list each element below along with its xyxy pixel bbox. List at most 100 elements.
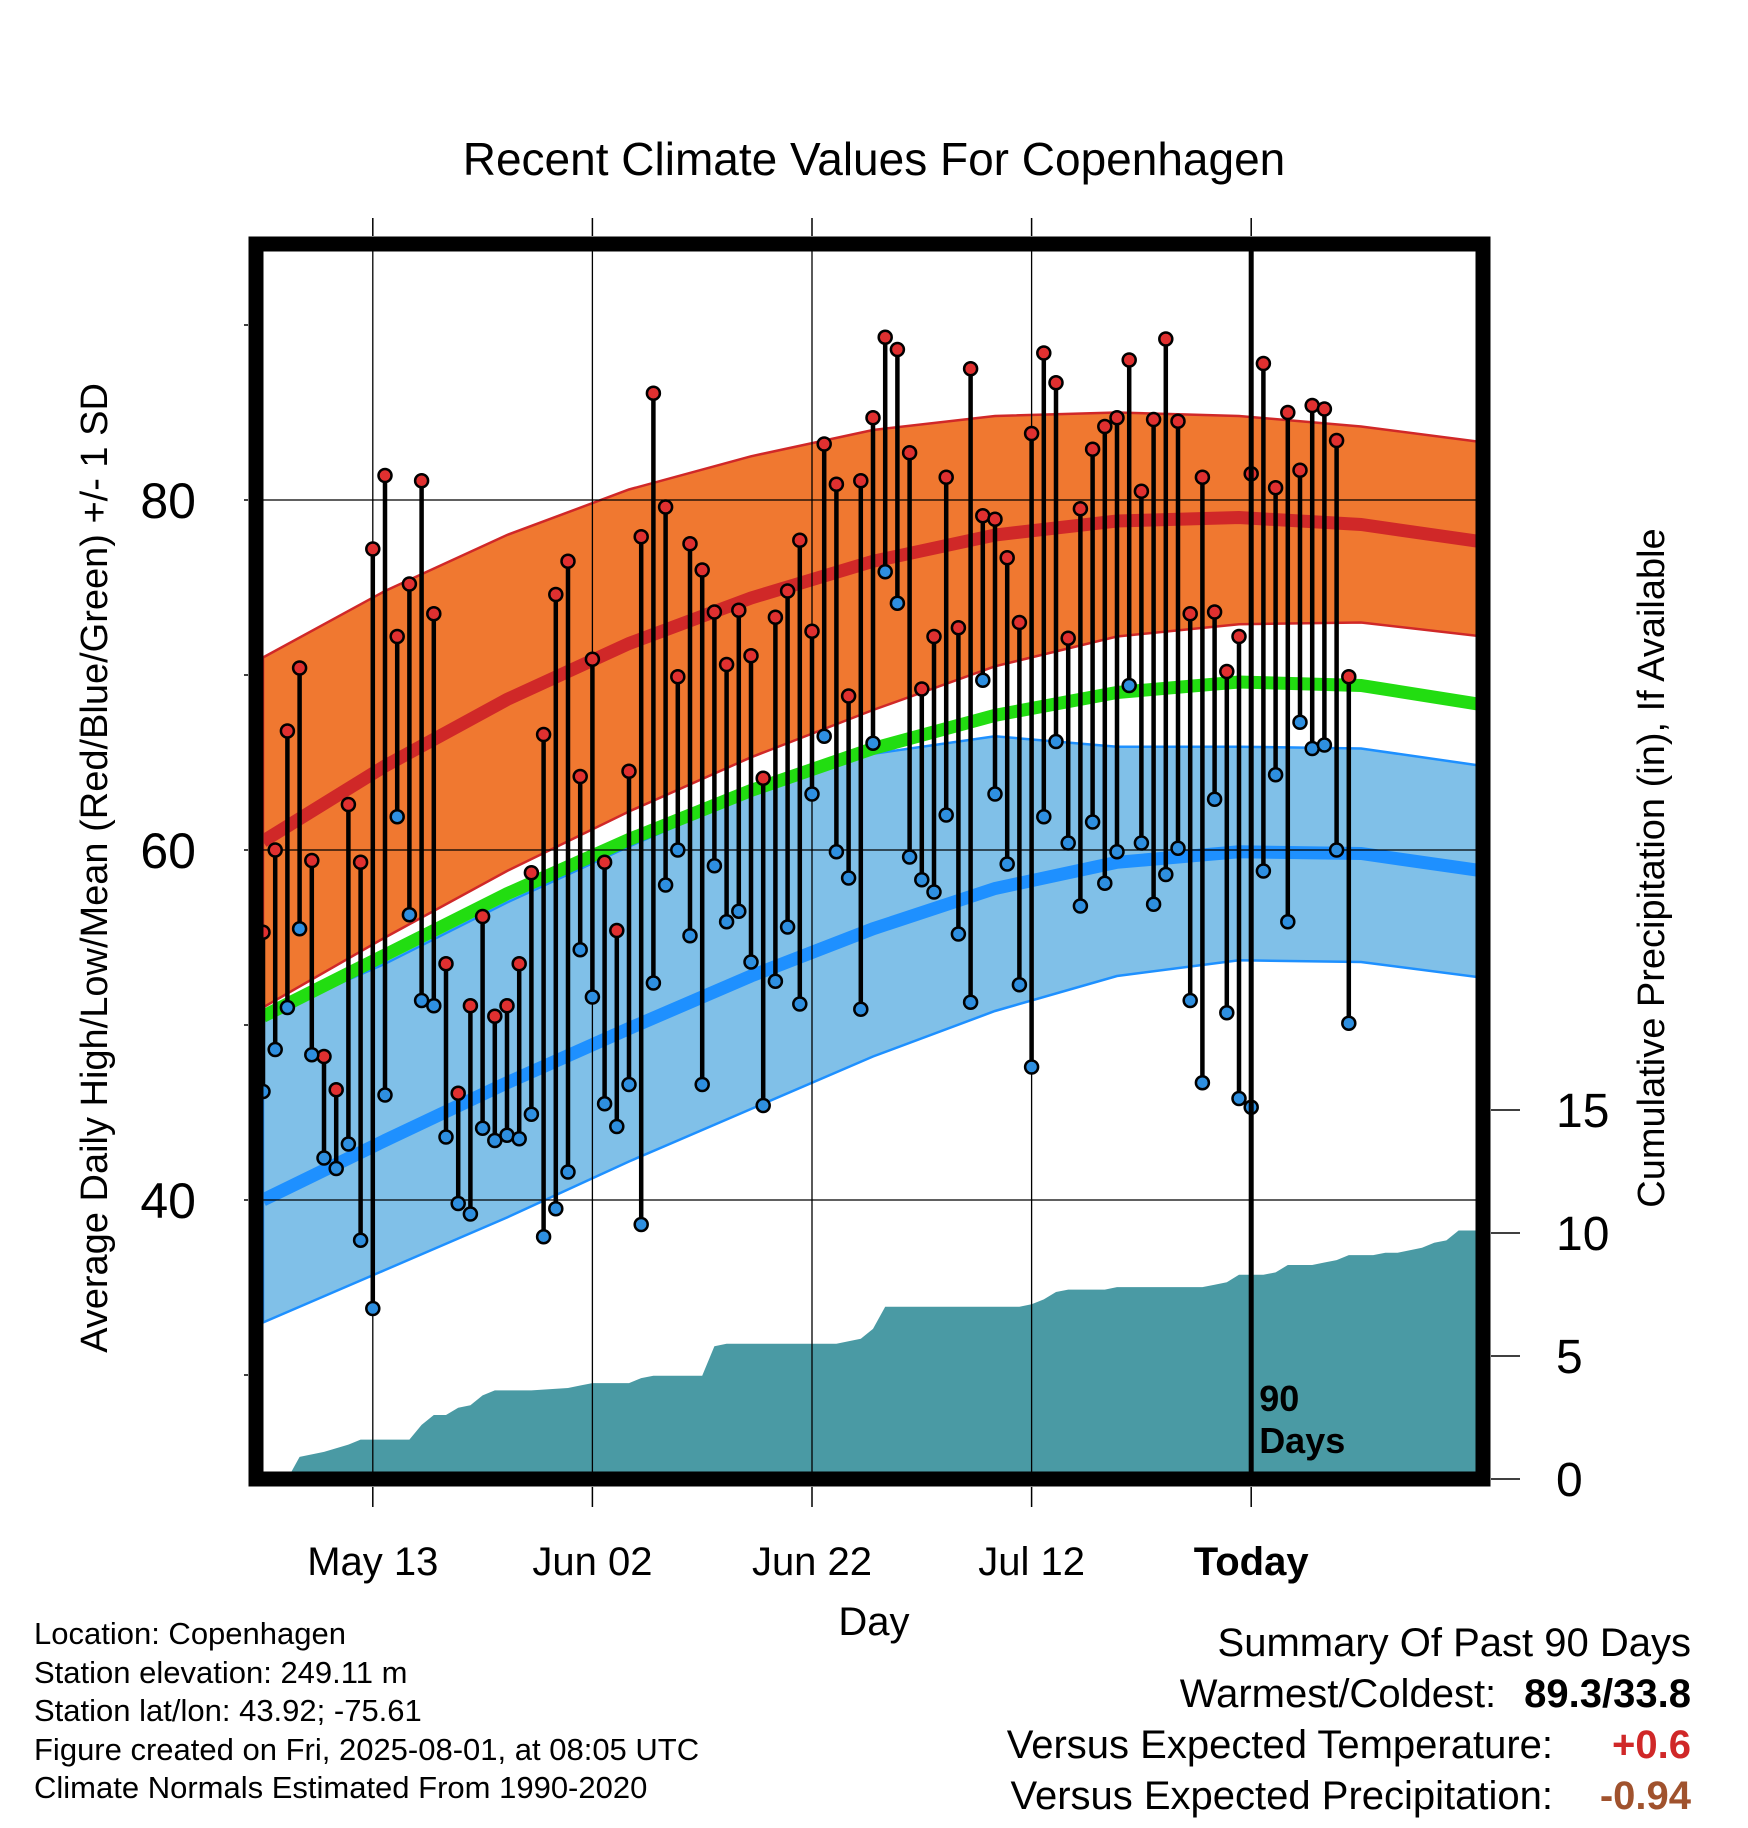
low-point — [694, 1076, 710, 1093]
high-point — [1341, 669, 1357, 685]
high-point — [950, 620, 967, 636]
high-point — [352, 854, 369, 870]
high-point — [1170, 413, 1186, 429]
low-point — [1170, 840, 1186, 856]
low-point — [340, 1136, 357, 1152]
low-point — [328, 1160, 344, 1177]
low-point — [1316, 737, 1333, 753]
high-point — [389, 628, 405, 645]
high-point — [1194, 469, 1211, 485]
high-point — [1048, 375, 1064, 391]
high-point — [767, 609, 784, 625]
low-point — [682, 928, 698, 944]
high-point — [987, 511, 1003, 527]
high-point — [304, 852, 320, 869]
low-point — [377, 1087, 393, 1103]
high-point — [279, 723, 296, 739]
y2-tick-label: 5 — [1556, 1331, 1583, 1384]
low-point — [1084, 814, 1101, 830]
high-point — [572, 768, 588, 785]
low-point — [511, 1131, 527, 1147]
low-point — [304, 1047, 320, 1063]
low-point — [816, 728, 832, 744]
low-point — [999, 856, 1015, 872]
low-point — [389, 809, 405, 825]
high-point — [291, 660, 308, 676]
high-point — [1255, 355, 1272, 372]
low-point — [1328, 842, 1345, 858]
low-point — [645, 975, 662, 991]
high-point — [499, 998, 515, 1014]
low-point — [1036, 809, 1052, 825]
low-point — [792, 996, 808, 1012]
low-point — [1255, 863, 1272, 879]
low-point — [657, 877, 674, 893]
warm-cold-label: Warmest/Coldest: — [1179, 1672, 1497, 1716]
high-point — [596, 854, 613, 870]
high-point — [426, 606, 442, 622]
high-point — [938, 469, 954, 485]
low-point — [804, 786, 820, 802]
high-point — [901, 445, 918, 461]
low-point — [950, 926, 967, 942]
high-point — [328, 1082, 344, 1098]
created-text: Figure created on Fri, 2025-08-01, at 08… — [34, 1731, 700, 1767]
high-point — [584, 651, 601, 667]
low-point — [828, 844, 845, 860]
high-point — [1280, 404, 1296, 421]
low-point — [1280, 914, 1296, 930]
high-point — [816, 436, 832, 452]
high-point — [779, 583, 796, 599]
latlon-text: Station lat/lon: 43.92; -75.61 — [34, 1693, 422, 1728]
high-point — [670, 669, 686, 685]
high-point — [1072, 501, 1089, 517]
low-point — [1011, 977, 1028, 993]
low-point — [474, 1120, 491, 1136]
y2-tick-label: 10 — [1556, 1208, 1609, 1261]
low-point — [1231, 1090, 1247, 1107]
low-point — [914, 872, 930, 888]
summary-panel: Summary Of Past 90 Days Warmest/Coldest:… — [1007, 1618, 1691, 1822]
low-point — [975, 672, 991, 688]
low-point — [706, 858, 723, 874]
station-info: Location: Copenhagen Station elevation: … — [34, 1615, 699, 1808]
high-point — [645, 385, 662, 401]
marker-label: Days — [1259, 1420, 1345, 1461]
low-point — [1194, 1075, 1211, 1091]
low-point — [1219, 1005, 1235, 1021]
high-point — [1316, 401, 1333, 417]
high-point — [340, 796, 357, 813]
low-point — [291, 921, 308, 937]
high-point — [731, 602, 747, 618]
high-point — [743, 648, 759, 664]
high-point — [1328, 432, 1345, 449]
high-point — [853, 473, 869, 489]
low-point — [560, 1164, 576, 1180]
high-point — [609, 922, 625, 939]
low-point — [1182, 992, 1198, 1009]
high-point — [462, 998, 479, 1014]
low-point — [450, 1195, 466, 1212]
temp-label: Versus Expected Temperature: — [1006, 1723, 1553, 1767]
x-tick-label: Jun 02 — [532, 1540, 652, 1584]
precip-area — [263, 1230, 1483, 1479]
low-point — [401, 907, 418, 923]
low-point — [767, 973, 784, 989]
low-point — [889, 595, 906, 611]
low-point — [279, 999, 296, 1016]
normals-text: Climate Normals Estimated From 1990-2020 — [34, 1770, 648, 1805]
high-point — [1121, 352, 1137, 368]
location-text: Location: Copenhagen — [34, 1616, 346, 1651]
low-point — [743, 954, 759, 970]
high-point — [523, 865, 540, 881]
high-point — [804, 623, 820, 639]
high-point — [914, 681, 930, 697]
high-point — [560, 553, 576, 569]
low-point — [1206, 791, 1223, 807]
high-point — [450, 1085, 466, 1101]
high-point — [828, 476, 845, 492]
high-point — [1219, 663, 1235, 680]
low-point — [731, 903, 747, 919]
